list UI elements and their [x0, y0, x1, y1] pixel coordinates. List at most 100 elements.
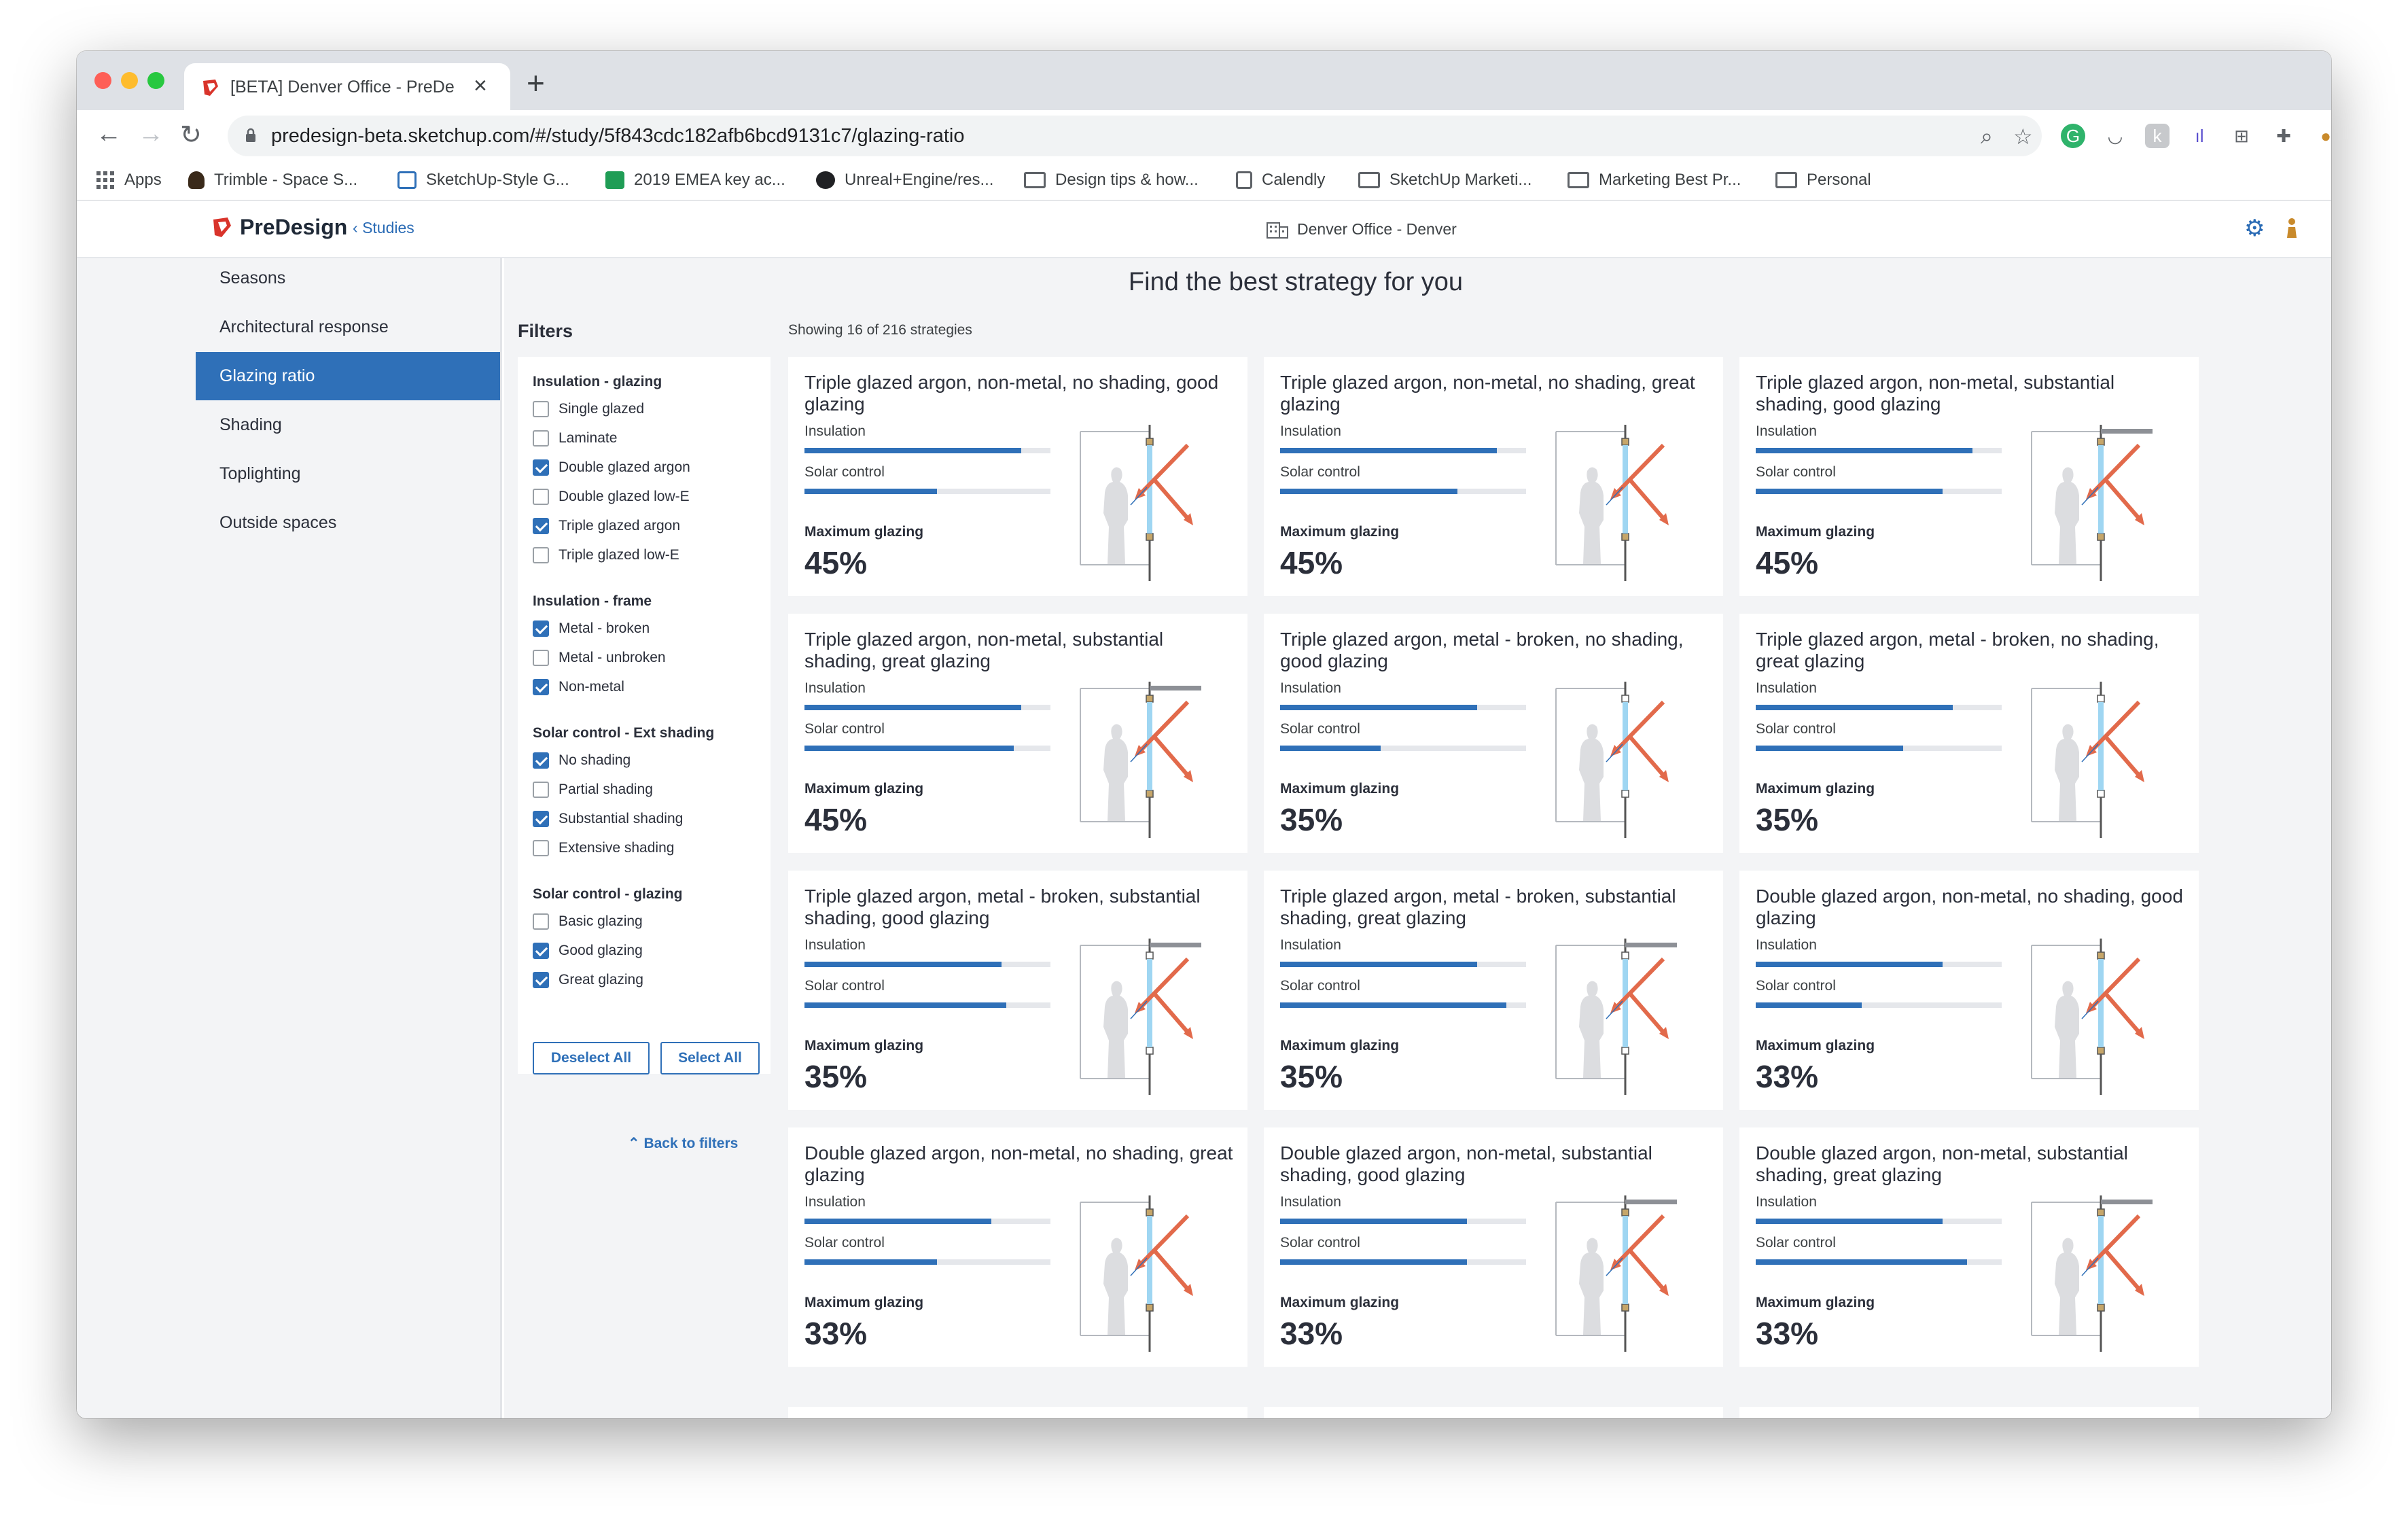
- sidebar-item-shading[interactable]: Shading: [219, 415, 282, 434]
- bookmark-marketing-best[interactable]: Marketing Best Pr...: [1568, 171, 1741, 190]
- bookmark-trimble[interactable]: Trimble - Space S...: [188, 171, 357, 190]
- filter-option[interactable]: No shading: [533, 752, 631, 769]
- strategy-card-partial[interactable]: Double glazed argon, metal - broken, no: [788, 1407, 1247, 1418]
- filter-option[interactable]: Good glazing: [533, 943, 643, 959]
- sidebar-item-seasons[interactable]: Seasons: [219, 268, 286, 287]
- grammarly-extension-icon[interactable]: G: [2061, 124, 2085, 148]
- url-text[interactable]: predesign-beta.sketchup.com/#/study/5f84…: [271, 125, 965, 147]
- strategy-card[interactable]: Triple glazed argon, non-metal, no shadi…: [1264, 357, 1723, 596]
- address-bar[interactable]: predesign-beta.sketchup.com/#/study/5f84…: [228, 116, 2042, 156]
- filter-option[interactable]: Triple glazed argon: [533, 518, 680, 534]
- filter-option[interactable]: Substantial shading: [533, 811, 683, 827]
- bookmark-design-tips[interactable]: Design tips & how...: [1024, 171, 1199, 190]
- filter-option[interactable]: Great glazing: [533, 972, 643, 988]
- filter-checkbox[interactable]: [533, 518, 549, 534]
- reflected-ray-arrow: [1152, 1248, 1191, 1292]
- filter-checkbox[interactable]: [533, 650, 549, 666]
- filter-option[interactable]: Double glazed argon: [533, 459, 690, 476]
- new-tab-button[interactable]: +: [527, 65, 545, 101]
- filter-checkbox[interactable]: [533, 547, 549, 563]
- back-to-filters-link[interactable]: ⌃ Back to filters: [628, 1135, 738, 1152]
- bookmark-emea[interactable]: 2019 EMEA key ac...: [605, 171, 785, 190]
- insulation-bar-fill: [1280, 962, 1477, 967]
- bookmark-star-icon[interactable]: ☆: [2013, 124, 2033, 149]
- strategy-card-partial[interactable]: Double glazed argon, metal - broken,: [1739, 1407, 2199, 1418]
- strategy-card[interactable]: Triple glazed argon, metal - broken, no …: [1264, 614, 1723, 853]
- strategy-card[interactable]: Double glazed argon, non-metal, no shadi…: [1739, 871, 2199, 1110]
- strategy-card[interactable]: Triple glazed argon, metal - broken, no …: [1739, 614, 2199, 853]
- sidebar-item-architectural-response[interactable]: Architectural response: [219, 317, 389, 336]
- filter-checkbox[interactable]: [533, 620, 549, 637]
- filter-checkbox[interactable]: [533, 401, 549, 417]
- pocket-extension-icon[interactable]: ◡: [2107, 126, 2123, 146]
- filter-option[interactable]: Double glazed low-E: [533, 489, 690, 505]
- browser-tab[interactable]: [BETA] Denver Office - PreDes ×: [184, 63, 510, 110]
- audio-extension-icon[interactable]: ıl: [2195, 126, 2204, 146]
- strategy-card-partial[interactable]: Double glazed argon, metal - broken, no: [1264, 1407, 1723, 1418]
- filter-checkbox[interactable]: [533, 913, 549, 930]
- filter-option[interactable]: Metal - broken: [533, 620, 650, 637]
- bookmark-personal[interactable]: Personal: [1775, 171, 1871, 190]
- filter-checkbox[interactable]: [533, 972, 549, 988]
- bookmark-apps[interactable]: Apps: [96, 171, 162, 190]
- window-section-diagram: [1080, 682, 1201, 838]
- filter-checkbox[interactable]: [533, 811, 549, 827]
- arrowhead-icon: [1184, 513, 1193, 525]
- strategy-card[interactable]: Triple glazed argon, metal - broken, sub…: [1264, 871, 1723, 1110]
- strategy-card[interactable]: Double glazed argon, non-metal, no shadi…: [788, 1127, 1247, 1367]
- sidebar-item-outside-spaces[interactable]: Outside spaces: [219, 513, 337, 532]
- user-avatar-icon[interactable]: [2285, 216, 2299, 239]
- filter-checkbox[interactable]: [533, 489, 549, 505]
- filter-option[interactable]: Triple glazed low-E: [533, 547, 679, 563]
- filter-checkbox[interactable]: [533, 752, 549, 769]
- filter-option[interactable]: Non-metal: [533, 679, 624, 695]
- studies-link[interactable]: ‹ Studies: [353, 219, 414, 237]
- solar-control-label: Solar control: [1280, 464, 1360, 480]
- reload-icon[interactable]: ↻: [180, 121, 202, 150]
- strategy-card[interactable]: Triple glazed argon, metal - broken, sub…: [788, 871, 1247, 1110]
- insulation-label: Insulation: [1756, 1194, 1817, 1210]
- profile-icon[interactable]: ●: [2320, 126, 2331, 146]
- zoom-window-button[interactable]: [147, 72, 164, 89]
- filter-checkbox[interactable]: [533, 459, 549, 476]
- close-window-button[interactable]: [94, 72, 111, 89]
- filter-option[interactable]: Single glazed: [533, 401, 644, 417]
- filter-checkbox[interactable]: [533, 840, 549, 856]
- filter-option[interactable]: Extensive shading: [533, 840, 674, 856]
- glazing-pane: [2098, 959, 2104, 1047]
- strategy-card[interactable]: Triple glazed argon, non-metal, no shadi…: [788, 357, 1247, 596]
- filter-option[interactable]: Metal - unbroken: [533, 650, 666, 666]
- filter-checkbox[interactable]: [533, 782, 549, 798]
- filter-checkbox[interactable]: [533, 679, 549, 695]
- bookmark-sketchup-marketing[interactable]: SketchUp Marketi...: [1358, 171, 1531, 190]
- strategy-card[interactable]: Double glazed argon, non-metal, substant…: [1264, 1127, 1723, 1367]
- select-all-button[interactable]: Select All: [660, 1042, 760, 1074]
- back-arrow-icon[interactable]: ←: [96, 120, 122, 148]
- predesign-logo[interactable]: PreDesign: [211, 215, 347, 240]
- bookmark-calendly[interactable]: Calendly: [1236, 171, 1325, 190]
- zoom-lens-icon[interactable]: ⌕: [1981, 124, 1993, 148]
- minimize-window-button[interactable]: [121, 72, 138, 89]
- puzzle-extensions-icon[interactable]: ✚: [2276, 126, 2291, 146]
- bookmark-unreal[interactable]: Unreal+Engine/res...: [816, 171, 993, 190]
- grid-extension-icon[interactable]: ⊞: [2234, 126, 2249, 146]
- tab-close-icon[interactable]: ×: [474, 73, 487, 99]
- strategy-card[interactable]: Triple glazed argon, non-metal, substant…: [1739, 357, 2199, 596]
- filter-option[interactable]: Basic glazing: [533, 913, 643, 930]
- filter-checkbox[interactable]: [533, 430, 549, 447]
- deselect-all-button[interactable]: Deselect All: [533, 1042, 650, 1074]
- insulation-bar: [1280, 448, 1526, 453]
- filter-option[interactable]: Partial shading: [533, 782, 653, 798]
- sidebar-item-toplighting[interactable]: Toplighting: [219, 464, 301, 483]
- settings-gear-icon[interactable]: ⚙: [2244, 215, 2265, 241]
- sidebar-item-glazing-ratio[interactable]: Glazing ratio: [196, 352, 500, 400]
- strategy-title: Triple glazed argon, non-metal, substant…: [1756, 372, 2115, 415]
- bookmark-sketchup-style[interactable]: SketchUp-Style G...: [397, 171, 569, 190]
- filter-checkbox[interactable]: [533, 943, 549, 959]
- forward-arrow-icon[interactable]: →: [138, 120, 164, 148]
- filter-option[interactable]: Laminate: [533, 430, 617, 447]
- strategy-card[interactable]: Triple glazed argon, non-metal, substant…: [788, 614, 1247, 853]
- extension-icon[interactable]: k: [2145, 124, 2170, 148]
- bookmark-label: Trimble - Space S...: [214, 171, 358, 189]
- strategy-card[interactable]: Double glazed argon, non-metal, substant…: [1739, 1127, 2199, 1367]
